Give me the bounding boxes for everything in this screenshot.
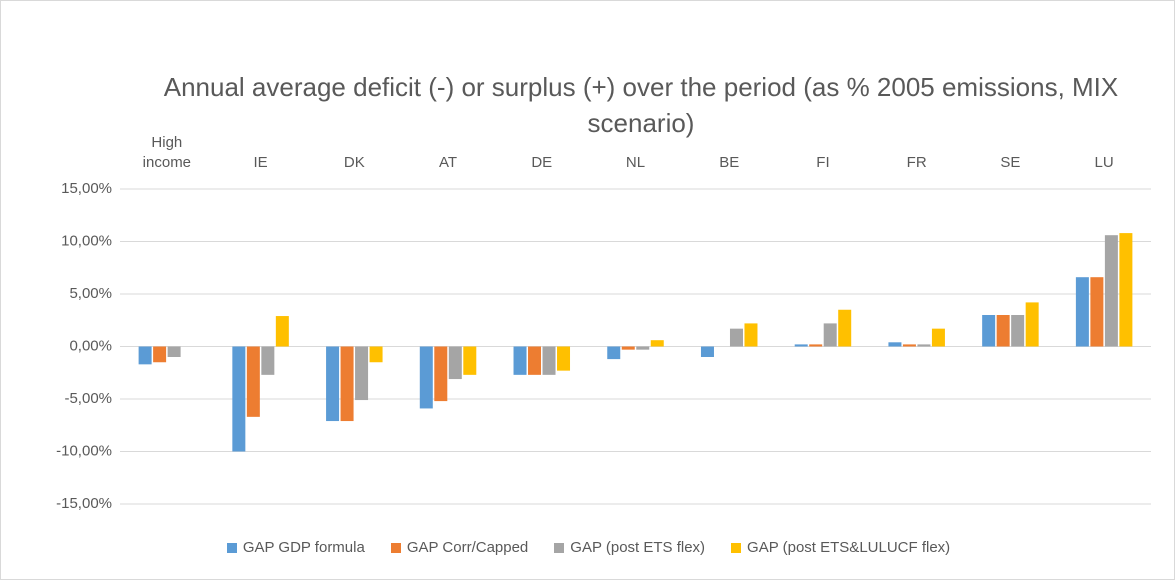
bar [1011, 315, 1025, 347]
bar [246, 346, 260, 417]
category-label: DE [531, 154, 553, 171]
bar [1090, 277, 1104, 347]
bar [996, 315, 1010, 347]
y-tick-label: 10,00% [61, 232, 112, 249]
bar [153, 346, 167, 363]
category-label: FI [816, 154, 830, 171]
bar [607, 346, 621, 360]
bar [326, 346, 340, 422]
bar [355, 346, 369, 401]
legend-item: GAP Corr/Capped [390, 539, 529, 556]
bar [232, 346, 246, 452]
category-label: IE [253, 154, 268, 171]
category-label: DK [343, 154, 365, 171]
y-tick-label: -15,00% [56, 495, 112, 512]
y-tick-label: 5,00% [69, 285, 112, 302]
legend-item: GAP GDP formula [226, 539, 365, 556]
legend-swatch [226, 542, 237, 553]
bar [931, 328, 945, 347]
bar [340, 346, 354, 422]
legend-swatch [390, 542, 401, 553]
bar [636, 346, 650, 350]
bar [650, 340, 664, 347]
category-label: SE [1000, 154, 1021, 171]
bar [729, 328, 743, 347]
legend-label: GAP (post ETS flex) [570, 539, 706, 556]
bar [1025, 302, 1039, 347]
legend-swatch [554, 542, 565, 553]
bar [744, 323, 758, 347]
bar [138, 346, 152, 365]
category-label: LU [1094, 154, 1114, 171]
bar [794, 344, 808, 347]
legend-item: GAP (post ETS flex) [554, 539, 705, 556]
bar [261, 346, 275, 375]
y-tick-label: 0,00% [69, 337, 112, 354]
bar [1075, 277, 1089, 347]
category-label: BE [719, 154, 740, 171]
bar [838, 309, 852, 347]
legend-swatch [731, 542, 742, 553]
bar [542, 346, 556, 375]
category-label: NL [625, 154, 646, 171]
category-label: High income [142, 134, 192, 171]
bar [1119, 233, 1133, 347]
bar [888, 342, 902, 347]
chart-title: Annual average deficit (-) or surplus (+… [163, 72, 1119, 138]
legend: GAP GDP formula GAP Corr/Capped GAP (post … [1, 539, 1174, 556]
legend-label: GAP Corr/Capped [406, 539, 529, 556]
bar [557, 346, 571, 371]
bar [917, 344, 931, 347]
bar [419, 346, 433, 409]
bar [1104, 235, 1118, 347]
bar [463, 346, 477, 375]
bar [434, 346, 448, 402]
legend-item: GAP (post ETS&LULUCF flex) [731, 539, 950, 556]
bar [448, 346, 462, 380]
y-tick-label: -10,00% [56, 442, 112, 459]
category-label: AT [439, 154, 458, 171]
bar [369, 346, 383, 363]
category-label: FR [906, 154, 927, 171]
legend-label: GAP (post ETS&LULUCF flex) [747, 539, 951, 556]
bar [902, 344, 916, 347]
legend-label: GAP GDP formula [242, 539, 365, 556]
bar [823, 323, 837, 347]
bar [621, 346, 635, 350]
bar [167, 346, 181, 357]
bar [513, 346, 527, 375]
bar [809, 344, 823, 347]
bar [275, 316, 289, 347]
bar [700, 346, 714, 357]
y-tick-label: -5,00% [64, 390, 112, 407]
bar [528, 346, 542, 375]
y-tick-label: 15,00% [61, 180, 112, 197]
bar [982, 315, 996, 347]
